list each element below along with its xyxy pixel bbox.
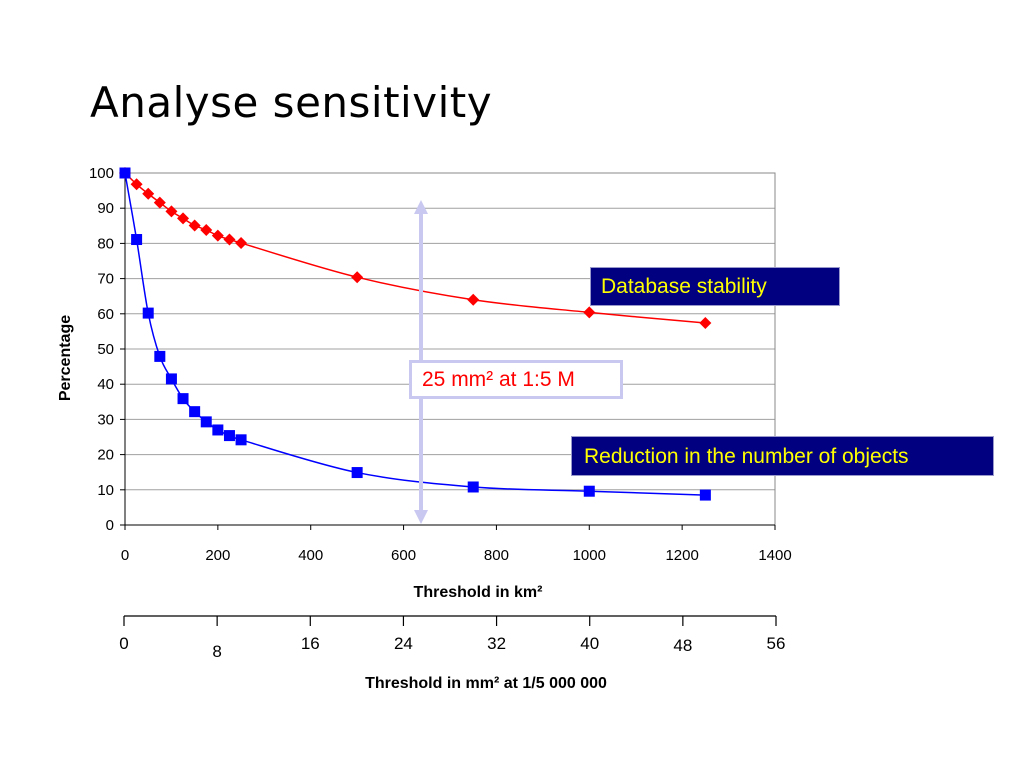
secondary-tick-label: 40 bbox=[580, 634, 599, 653]
data-point-diamond bbox=[200, 224, 213, 237]
secondary-tick-label: 8 bbox=[212, 642, 221, 661]
data-point-diamond bbox=[235, 237, 248, 250]
data-point-diamond bbox=[188, 219, 201, 232]
database-stability-label: Database stability bbox=[590, 267, 840, 306]
x-axis: 0 200 400 600 800 1000 1200 1400 bbox=[121, 524, 792, 564]
data-point-diamond bbox=[165, 205, 178, 218]
data-point-diamond bbox=[142, 187, 155, 200]
data-point-square bbox=[235, 434, 247, 446]
data-point-diamond bbox=[223, 233, 236, 246]
data-point-square bbox=[200, 416, 212, 428]
y-tick-label: 80 bbox=[97, 235, 114, 252]
y-axis: 0 10 20 30 40 50 60 70 80 90 100 bbox=[89, 165, 126, 534]
x-tick-label: 400 bbox=[298, 547, 323, 564]
data-point-square bbox=[699, 489, 711, 501]
data-point-square bbox=[177, 393, 189, 405]
y-tick-label: 0 bbox=[106, 517, 114, 534]
x-tick-label: 200 bbox=[205, 547, 230, 564]
data-point-square bbox=[119, 167, 131, 179]
secondary-tick-label: 0 bbox=[119, 634, 128, 653]
data-point-diamond bbox=[583, 306, 596, 319]
data-point-square bbox=[212, 424, 224, 436]
y-tick-label: 10 bbox=[97, 482, 114, 499]
slide-title: Analyse sensitivity bbox=[90, 78, 493, 127]
data-point-diamond bbox=[351, 271, 364, 284]
data-point-square bbox=[583, 485, 595, 497]
data-point-square bbox=[351, 467, 363, 479]
y-tick-label: 30 bbox=[97, 411, 114, 428]
y-axis-title: Percentage bbox=[57, 315, 74, 401]
y-tick-label: 100 bbox=[89, 165, 114, 182]
data-point-square bbox=[189, 406, 201, 418]
x-tick-label: 600 bbox=[391, 547, 416, 564]
secondary-x-axis: 0 8 16 24 32 40 48 56 bbox=[119, 615, 786, 661]
secondary-tick-label: 24 bbox=[394, 634, 413, 653]
secondary-tick-label: 48 bbox=[673, 636, 692, 655]
y-tick-label: 90 bbox=[97, 200, 114, 217]
y-tick-label: 50 bbox=[97, 341, 114, 358]
y-tick-label: 20 bbox=[97, 447, 114, 464]
data-point-diamond bbox=[153, 196, 166, 209]
y-tick-label: 40 bbox=[97, 376, 114, 393]
scale-note-label: 25 mm² at 1:5 M bbox=[409, 360, 623, 399]
scale-arrow-head-top bbox=[414, 200, 428, 214]
data-point-diamond bbox=[699, 316, 712, 329]
data-point-square bbox=[467, 481, 479, 493]
x-tick-label: 0 bbox=[121, 547, 129, 564]
y-tick-label: 60 bbox=[97, 306, 114, 323]
secondary-tick-label: 56 bbox=[767, 634, 786, 653]
secondary-tick-label: 32 bbox=[487, 634, 506, 653]
data-point-diamond bbox=[130, 178, 143, 191]
data-point-diamond bbox=[467, 293, 480, 306]
x-tick-label: 1000 bbox=[573, 547, 606, 564]
data-point-square bbox=[223, 430, 235, 442]
data-point-square bbox=[142, 307, 154, 319]
x-tick-label: 800 bbox=[484, 547, 509, 564]
data-point-square bbox=[165, 373, 177, 385]
data-point-diamond bbox=[211, 229, 224, 242]
x-tick-label: 1200 bbox=[665, 547, 698, 564]
secondary-tick-label: 16 bbox=[301, 634, 320, 653]
x-axis-title: Threshold in km² bbox=[414, 584, 543, 601]
data-point-square bbox=[154, 350, 166, 362]
y-tick-label: 70 bbox=[97, 271, 114, 288]
series-layer bbox=[119, 167, 712, 501]
data-point-square bbox=[131, 234, 143, 246]
reduction-objects-label: Reduction in the number of objects bbox=[571, 436, 994, 476]
data-point-diamond bbox=[177, 212, 190, 225]
secondary-x-axis-title: Threshold in mm² at 1/5 000 000 bbox=[365, 675, 607, 692]
scale-arrow-head-bottom bbox=[414, 510, 428, 524]
x-tick-label: 1400 bbox=[758, 547, 791, 564]
